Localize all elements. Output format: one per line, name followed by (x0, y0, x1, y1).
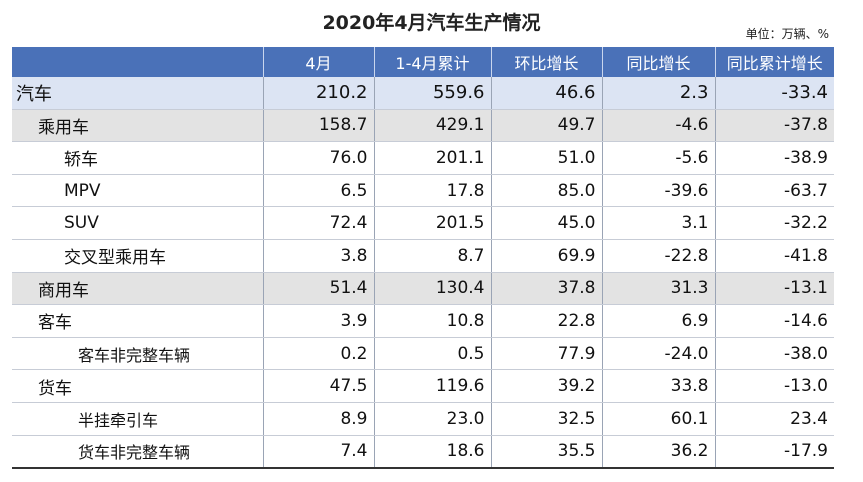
cell-yoy-cumulative-growth: -14.6 (715, 304, 834, 338)
cell-cumulative: 18.6 (374, 435, 492, 470)
row-label: 轿车 (12, 141, 264, 175)
cell-cumulative: 201.1 (374, 141, 492, 175)
cell-mom-growth: 85.0 (491, 174, 603, 208)
row-label: SUV (12, 206, 264, 240)
cell-cumulative: 10.8 (374, 304, 492, 338)
cell-cumulative: 119.6 (374, 369, 492, 403)
cell-yoy-growth: -5.6 (602, 141, 716, 175)
cell-yoy-growth: -4.6 (602, 109, 716, 143)
header-april: 4月 (263, 47, 375, 77)
cell-april: 3.8 (263, 239, 375, 273)
cell-yoy-cumulative-growth: -32.2 (715, 206, 834, 240)
table-row: 乘用车 158.7 429.1 49.7 -4.6 -37.8 (12, 109, 834, 143)
table-header-row: 4月 1-4月累计 环比增长 同比增长 同比累计增长 (12, 47, 834, 77)
cell-yoy-growth: 3.1 (602, 206, 716, 240)
cell-april: 6.5 (263, 174, 375, 208)
cell-yoy-cumulative-growth: -41.8 (715, 239, 834, 273)
cell-cumulative: 23.0 (374, 402, 492, 436)
cell-yoy-cumulative-growth: -33.4 (715, 77, 834, 110)
table-row: MPV 6.5 17.8 85.0 -39.6 -63.7 (12, 174, 834, 208)
row-label: 汽车 (12, 77, 264, 110)
header-cumulative: 1-4月累计 (374, 47, 492, 77)
header-yoy-growth: 同比增长 (602, 47, 716, 77)
header-mom-growth: 环比增长 (491, 47, 603, 77)
cell-cumulative: 201.5 (374, 206, 492, 240)
cell-cumulative: 130.4 (374, 272, 492, 306)
cell-april: 210.2 (263, 77, 375, 110)
row-label: 客车非完整车辆 (12, 337, 264, 371)
table-row: 货车 47.5 119.6 39.2 33.8 -13.0 (12, 369, 834, 403)
cell-mom-growth: 37.8 (491, 272, 603, 306)
table-row: 商用车 51.4 130.4 37.8 31.3 -13.1 (12, 272, 834, 306)
cell-april: 76.0 (263, 141, 375, 175)
table-row: 半挂牵引车 8.9 23.0 32.5 60.1 23.4 (12, 402, 834, 436)
cell-yoy-growth: -24.0 (602, 337, 716, 371)
cell-mom-growth: 39.2 (491, 369, 603, 403)
cell-april: 0.2 (263, 337, 375, 371)
cell-yoy-growth: 33.8 (602, 369, 716, 403)
cell-yoy-growth: -39.6 (602, 174, 716, 208)
cell-april: 3.9 (263, 304, 375, 338)
row-label: 货车非完整车辆 (12, 435, 264, 470)
table-row: 轿车 76.0 201.1 51.0 -5.6 -38.9 (12, 141, 834, 175)
cell-april: 51.4 (263, 272, 375, 306)
row-label: 客车 (12, 304, 264, 338)
table-row: 交叉型乘用车 3.8 8.7 69.9 -22.8 -41.8 (12, 239, 834, 273)
cell-yoy-cumulative-growth: -38.9 (715, 141, 834, 175)
cell-cumulative: 559.6 (374, 77, 492, 110)
cell-yoy-growth: 2.3 (602, 77, 716, 110)
row-label: 乘用车 (12, 109, 264, 143)
cell-april: 158.7 (263, 109, 375, 143)
row-label: MPV (12, 174, 264, 208)
cell-yoy-cumulative-growth: -17.9 (715, 435, 834, 470)
cell-april: 47.5 (263, 369, 375, 403)
row-label: 货车 (12, 369, 264, 403)
page-title: 2020年4月汽车生产情况 (322, 12, 541, 34)
cell-yoy-growth: -22.8 (602, 239, 716, 273)
cell-yoy-cumulative-growth: 23.4 (715, 402, 834, 436)
cell-mom-growth: 46.6 (491, 77, 603, 110)
table-row: 货车非完整车辆 7.4 18.6 35.5 36.2 -17.9 (12, 435, 834, 470)
cell-april: 8.9 (263, 402, 375, 436)
cell-cumulative: 8.7 (374, 239, 492, 273)
unit-label: 单位：万辆、% (745, 27, 829, 41)
cell-mom-growth: 77.9 (491, 337, 603, 371)
table-row: 客车 3.9 10.8 22.8 6.9 -14.6 (12, 304, 834, 338)
table-row: SUV 72.4 201.5 45.0 3.1 -32.2 (12, 206, 834, 240)
table-row: 汽车 210.2 559.6 46.6 2.3 -33.4 (12, 77, 834, 110)
header-yoy-cumulative-growth: 同比累计增长 (715, 47, 834, 77)
row-label: 商用车 (12, 272, 264, 306)
cell-yoy-cumulative-growth: -63.7 (715, 174, 834, 208)
cell-april: 7.4 (263, 435, 375, 470)
row-label: 交叉型乘用车 (12, 239, 264, 273)
cell-yoy-growth: 60.1 (602, 402, 716, 436)
row-label: 半挂牵引车 (12, 402, 264, 436)
cell-mom-growth: 49.7 (491, 109, 603, 143)
cell-april: 72.4 (263, 206, 375, 240)
cell-cumulative: 17.8 (374, 174, 492, 208)
cell-yoy-growth: 31.3 (602, 272, 716, 306)
cell-yoy-growth: 36.2 (602, 435, 716, 470)
cell-mom-growth: 32.5 (491, 402, 603, 436)
cell-mom-growth: 35.5 (491, 435, 603, 470)
cell-mom-growth: 45.0 (491, 206, 603, 240)
cell-yoy-cumulative-growth: -13.1 (715, 272, 834, 306)
production-table: 4月 1-4月累计 环比增长 同比增长 同比累计增长 汽车 210.2 559.6 4… (12, 47, 834, 470)
cell-yoy-cumulative-growth: -37.8 (715, 109, 834, 143)
cell-cumulative: 429.1 (374, 109, 492, 143)
header-category (12, 47, 264, 77)
cell-yoy-cumulative-growth: -38.0 (715, 337, 834, 371)
cell-yoy-growth: 6.9 (602, 304, 716, 338)
table-body: 汽车 210.2 559.6 46.6 2.3 -33.4 乘用车 158.7 429.1 49.… (12, 77, 834, 470)
cell-yoy-cumulative-growth: -13.0 (715, 369, 834, 403)
cell-cumulative: 0.5 (374, 337, 492, 371)
table-row: 客车非完整车辆 0.2 0.5 77.9 -24.0 -38.0 (12, 337, 834, 371)
cell-mom-growth: 22.8 (491, 304, 603, 338)
cell-mom-growth: 69.9 (491, 239, 603, 273)
cell-mom-growth: 51.0 (491, 141, 603, 175)
